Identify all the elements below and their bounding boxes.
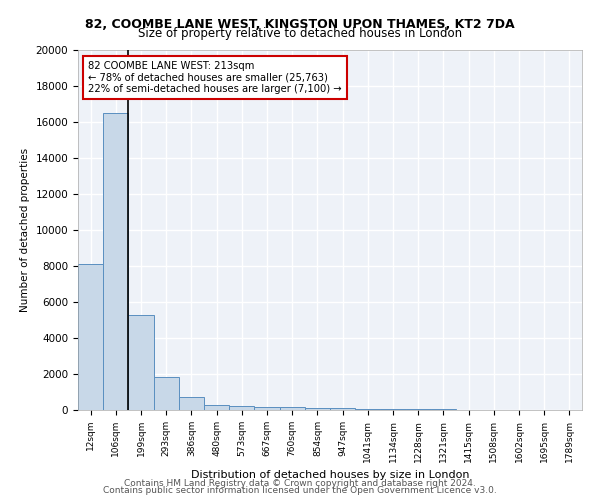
Bar	[380, 408, 406, 410]
Bar	[305, 408, 330, 410]
Bar	[204, 404, 229, 410]
Bar	[431, 409, 456, 410]
Bar	[229, 406, 254, 410]
Text: Contains HM Land Registry data © Crown copyright and database right 2024.: Contains HM Land Registry data © Crown c…	[124, 478, 476, 488]
Bar	[128, 314, 154, 410]
Bar	[355, 408, 380, 410]
Bar	[330, 408, 355, 410]
Bar	[179, 398, 204, 410]
Text: Contains public sector information licensed under the Open Government Licence v3: Contains public sector information licen…	[103, 486, 497, 495]
Text: 82 COOMBE LANE WEST: 213sqm
← 78% of detached houses are smaller (25,763)
22% of: 82 COOMBE LANE WEST: 213sqm ← 78% of det…	[88, 61, 342, 94]
Bar	[254, 407, 280, 410]
Bar	[280, 408, 305, 410]
Bar	[103, 113, 128, 410]
X-axis label: Distribution of detached houses by size in London: Distribution of detached houses by size …	[191, 470, 469, 480]
Bar	[406, 409, 431, 410]
Text: Size of property relative to detached houses in London: Size of property relative to detached ho…	[138, 28, 462, 40]
Y-axis label: Number of detached properties: Number of detached properties	[20, 148, 30, 312]
Text: 82, COOMBE LANE WEST, KINGSTON UPON THAMES, KT2 7DA: 82, COOMBE LANE WEST, KINGSTON UPON THAM…	[85, 18, 515, 30]
Bar	[78, 264, 103, 410]
Bar	[154, 376, 179, 410]
